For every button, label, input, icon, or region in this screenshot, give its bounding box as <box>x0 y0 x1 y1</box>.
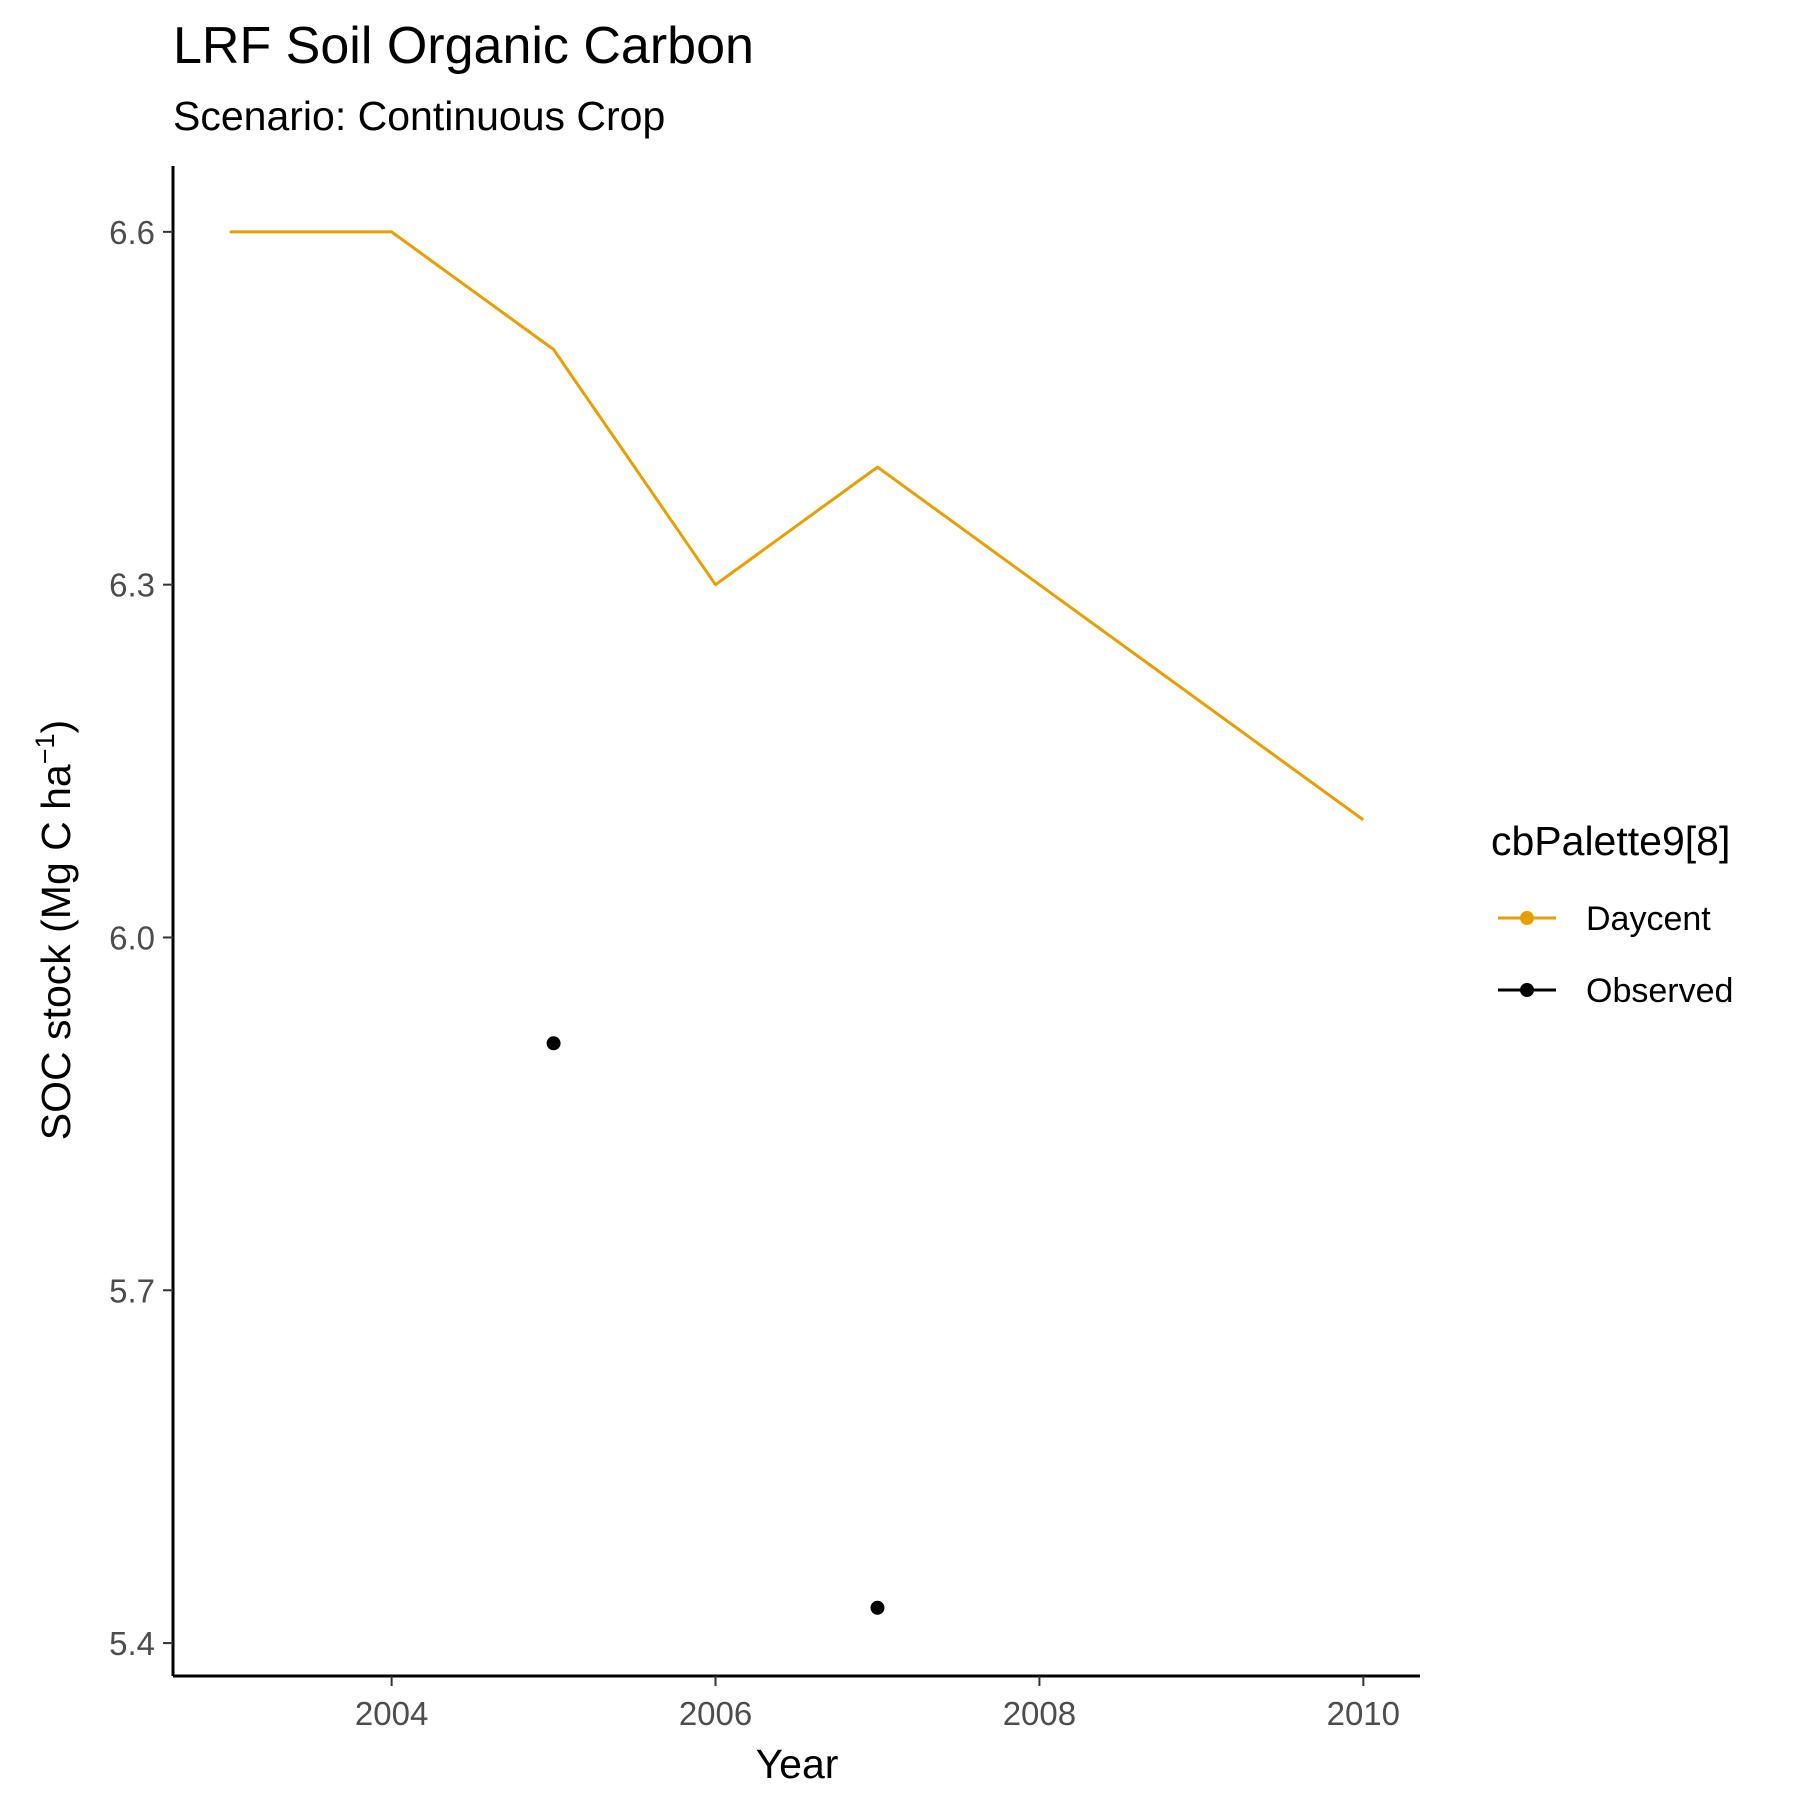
x-axis-title: Year <box>756 1741 839 1787</box>
legend-item-observed: Observed <box>1498 972 1733 1010</box>
legend-label-observed: Observed <box>1586 972 1733 1010</box>
chart-subtitle: Scenario: Continuous Crop <box>173 93 665 139</box>
y-axis-title: SOC stock (Mg C ha−1) <box>30 720 79 1140</box>
chart-title: LRF Soil Organic Carbon <box>173 17 754 75</box>
series-layer <box>229 230 1365 1615</box>
plot-area: 2004 2006 2008 2010 5.4 5.7 6.0 6.3 6.6 <box>109 166 1420 1732</box>
x-tick-label: 2006 <box>679 1695 752 1732</box>
legend-title: cbPalette9[8] <box>1491 818 1730 864</box>
data-point-observed <box>546 1036 561 1051</box>
legend-label-daycent: Daycent <box>1586 900 1711 938</box>
legend: cbPalette9[8] Daycent Observed <box>1491 818 1733 1010</box>
data-point-observed <box>870 1600 885 1615</box>
y-tick-label: 5.4 <box>109 1625 155 1662</box>
x-tick-label: 2004 <box>355 1695 428 1732</box>
y-axis-title-main: SOC stock (Mg C ha <box>33 764 79 1140</box>
y-tick-label: 5.7 <box>109 1272 155 1309</box>
legend-key-point-daycent <box>1520 911 1534 925</box>
y-axis-title-superscript: −1 <box>30 733 60 764</box>
y-tick-label: 6.6 <box>109 214 155 251</box>
x-tick-label: 2008 <box>1003 1695 1076 1732</box>
y-tick-label: 6.0 <box>109 919 155 956</box>
x-axis-ticks: 2004 2006 2008 2010 <box>355 1676 1400 1732</box>
x-tick-label: 2010 <box>1327 1695 1400 1732</box>
y-axis-title-close: ) <box>33 720 79 734</box>
y-axis-ticks: 5.4 5.7 6.0 6.3 6.6 <box>109 214 173 1662</box>
series-line-daycent <box>229 230 1365 822</box>
y-tick-label: 6.3 <box>109 567 155 604</box>
legend-key-point-observed <box>1520 983 1534 997</box>
legend-item-daycent: Daycent <box>1498 900 1711 938</box>
